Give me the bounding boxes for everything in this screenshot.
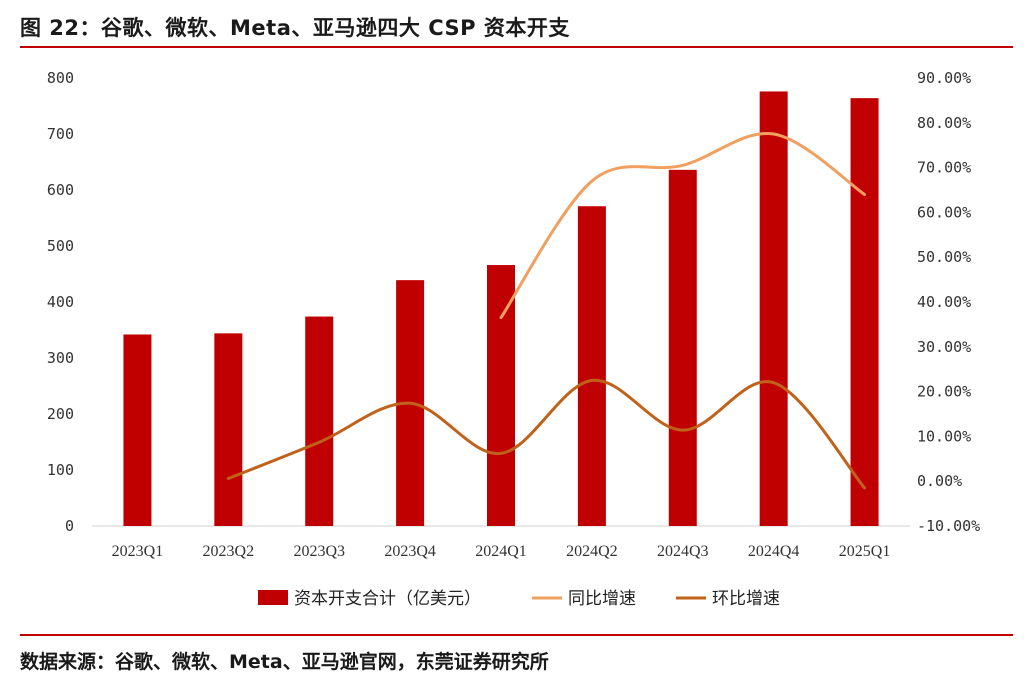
bar: [305, 316, 334, 526]
figure-title: 图 22：谷歌、微软、Meta、亚马逊四大 CSP 资本开支: [20, 16, 570, 40]
qoq-growth-line: [226, 378, 867, 490]
left-axis-tick-label: 600: [47, 181, 74, 199]
capex-chart: 0 100 200 300 400 500 600 700 800 -10.00% 0.00% 10.…: [47, 69, 980, 609]
bar: [214, 333, 243, 526]
right-axis-tick-label: 20.00%: [917, 383, 971, 401]
left-axis-tick-label: 0: [65, 517, 74, 535]
title-divider: [20, 46, 1013, 48]
left-axis-tick-label: 800: [47, 69, 74, 87]
chart-legend: 资本开支合计（亿美元） 同比增速 环比增速: [258, 589, 780, 609]
chart-axes: 0 100 200 300 400 500 600 700 800 -10.00% 0.00% 10.…: [47, 69, 980, 560]
bar: [577, 206, 606, 527]
source-divider: [20, 634, 1013, 636]
right-axis-tick-label: 50.00%: [917, 248, 971, 266]
left-axis-tick-label: 500: [47, 237, 74, 255]
right-axis-tick-label: 90.00%: [917, 69, 971, 87]
right-axis-tick-label: -10.00%: [917, 517, 980, 535]
line-series: [226, 131, 867, 490]
category-tick-label: 2024Q4: [748, 543, 800, 560]
category-tick-label: 2023Q1: [112, 543, 164, 560]
category-tick-label: 2024Q2: [566, 543, 618, 560]
right-axis-tick-label: 40.00%: [917, 293, 971, 311]
category-tick-label: 2024Q3: [657, 543, 709, 560]
left-axis-tick-label: 300: [47, 349, 74, 367]
category-tick-label: 2023Q3: [293, 543, 345, 560]
source-note: 数据来源：谷歌、微软、Meta、亚马逊官网，东莞证券研究所: [20, 651, 549, 673]
bar: [850, 98, 879, 526]
right-axis-tick-label: 0.00%: [917, 472, 962, 490]
left-axis-tick-label: 700: [47, 125, 74, 143]
left-axis-tick-label: 100: [47, 461, 74, 479]
bar: [759, 91, 788, 526]
category-tick-label: 2023Q4: [384, 543, 436, 560]
legend-label-capex: 资本开支合计（亿美元）: [294, 589, 481, 609]
right-axis-tick-label: 60.00%: [917, 203, 971, 221]
bar: [123, 334, 152, 526]
category-tick-label: 2024Q1: [475, 543, 527, 560]
right-axis-tick-label: 80.00%: [917, 114, 971, 132]
legend-label-yoy: 同比增速: [568, 589, 636, 609]
left-axis-tick-label: 200: [47, 405, 74, 423]
right-axis-tick-label: 10.00%: [917, 427, 971, 445]
bar-series: [123, 91, 879, 527]
category-tick-label: 2025Q1: [839, 543, 891, 560]
bar: [668, 169, 697, 526]
left-axis-tick-label: 400: [47, 293, 74, 311]
right-axis-tick-label: 70.00%: [917, 159, 971, 177]
legend-label-qoq: 环比增速: [712, 589, 780, 609]
right-axis-tick-label: 30.00%: [917, 338, 971, 356]
bar: [487, 265, 515, 526]
category-tick-label: 2023Q2: [203, 543, 255, 560]
legend-swatch-capex: [258, 590, 288, 605]
yoy-growth-line: [499, 131, 867, 320]
